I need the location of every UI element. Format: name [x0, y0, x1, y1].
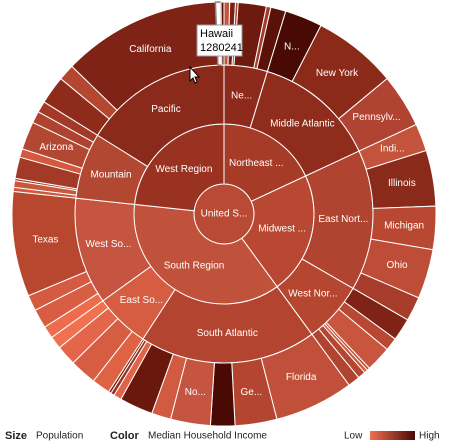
color-scale	[370, 431, 415, 440]
segment-label: Arizona	[39, 142, 73, 153]
segment-label: Ohio	[387, 260, 409, 271]
segment-label: Midwest ...	[258, 224, 306, 235]
segment-label: Mountain	[90, 170, 131, 181]
segment-label: Pacific	[151, 104, 180, 115]
segment-label: Texas	[32, 235, 58, 246]
tooltip-value: 1280241	[200, 42, 243, 54]
segment-label: Pennsylv...	[352, 112, 400, 123]
segment-label: South Region	[164, 261, 225, 272]
segment-label: N...	[284, 41, 300, 52]
segment-label: New York	[316, 68, 359, 79]
size-title: Size	[5, 430, 27, 442]
segment-label: West So...	[85, 239, 131, 250]
segment-label: East Nort...	[318, 214, 368, 225]
color-value: Median Household Income	[148, 431, 267, 442]
segment-label: East So...	[120, 295, 163, 306]
segment-label: Middle Atlantic	[270, 118, 334, 129]
segment-label: West Region	[155, 164, 212, 175]
sunburst: United S... Northeast ... Ne... Middle Atla…	[11, 1, 437, 427]
tooltip-title: Hawaii	[200, 28, 233, 40]
segment-label: California	[129, 44, 172, 55]
segment-label: Michigan	[384, 221, 424, 232]
segment-label: No...	[185, 387, 206, 398]
color-title: Color	[110, 430, 139, 442]
segment-label: Ge...	[241, 387, 263, 398]
cursor	[189, 65, 201, 84]
segment-label: South Atlantic	[197, 328, 258, 339]
segment-label: United S...	[201, 209, 248, 220]
legend-high: High	[419, 431, 440, 442]
tooltip: Hawaii 1280241	[196, 24, 243, 57]
legend-low: Low	[344, 431, 363, 442]
segment-label: Northeast ...	[229, 158, 283, 169]
tooltip-box	[196, 24, 243, 57]
segment-label: Indi...	[380, 143, 404, 154]
segment-label: Florida	[286, 372, 317, 383]
segment-label: Illinois	[388, 178, 416, 189]
segment-label: Ne...	[231, 90, 252, 101]
segment-label: West Nor...	[288, 288, 337, 299]
size-value: Population	[36, 431, 83, 442]
